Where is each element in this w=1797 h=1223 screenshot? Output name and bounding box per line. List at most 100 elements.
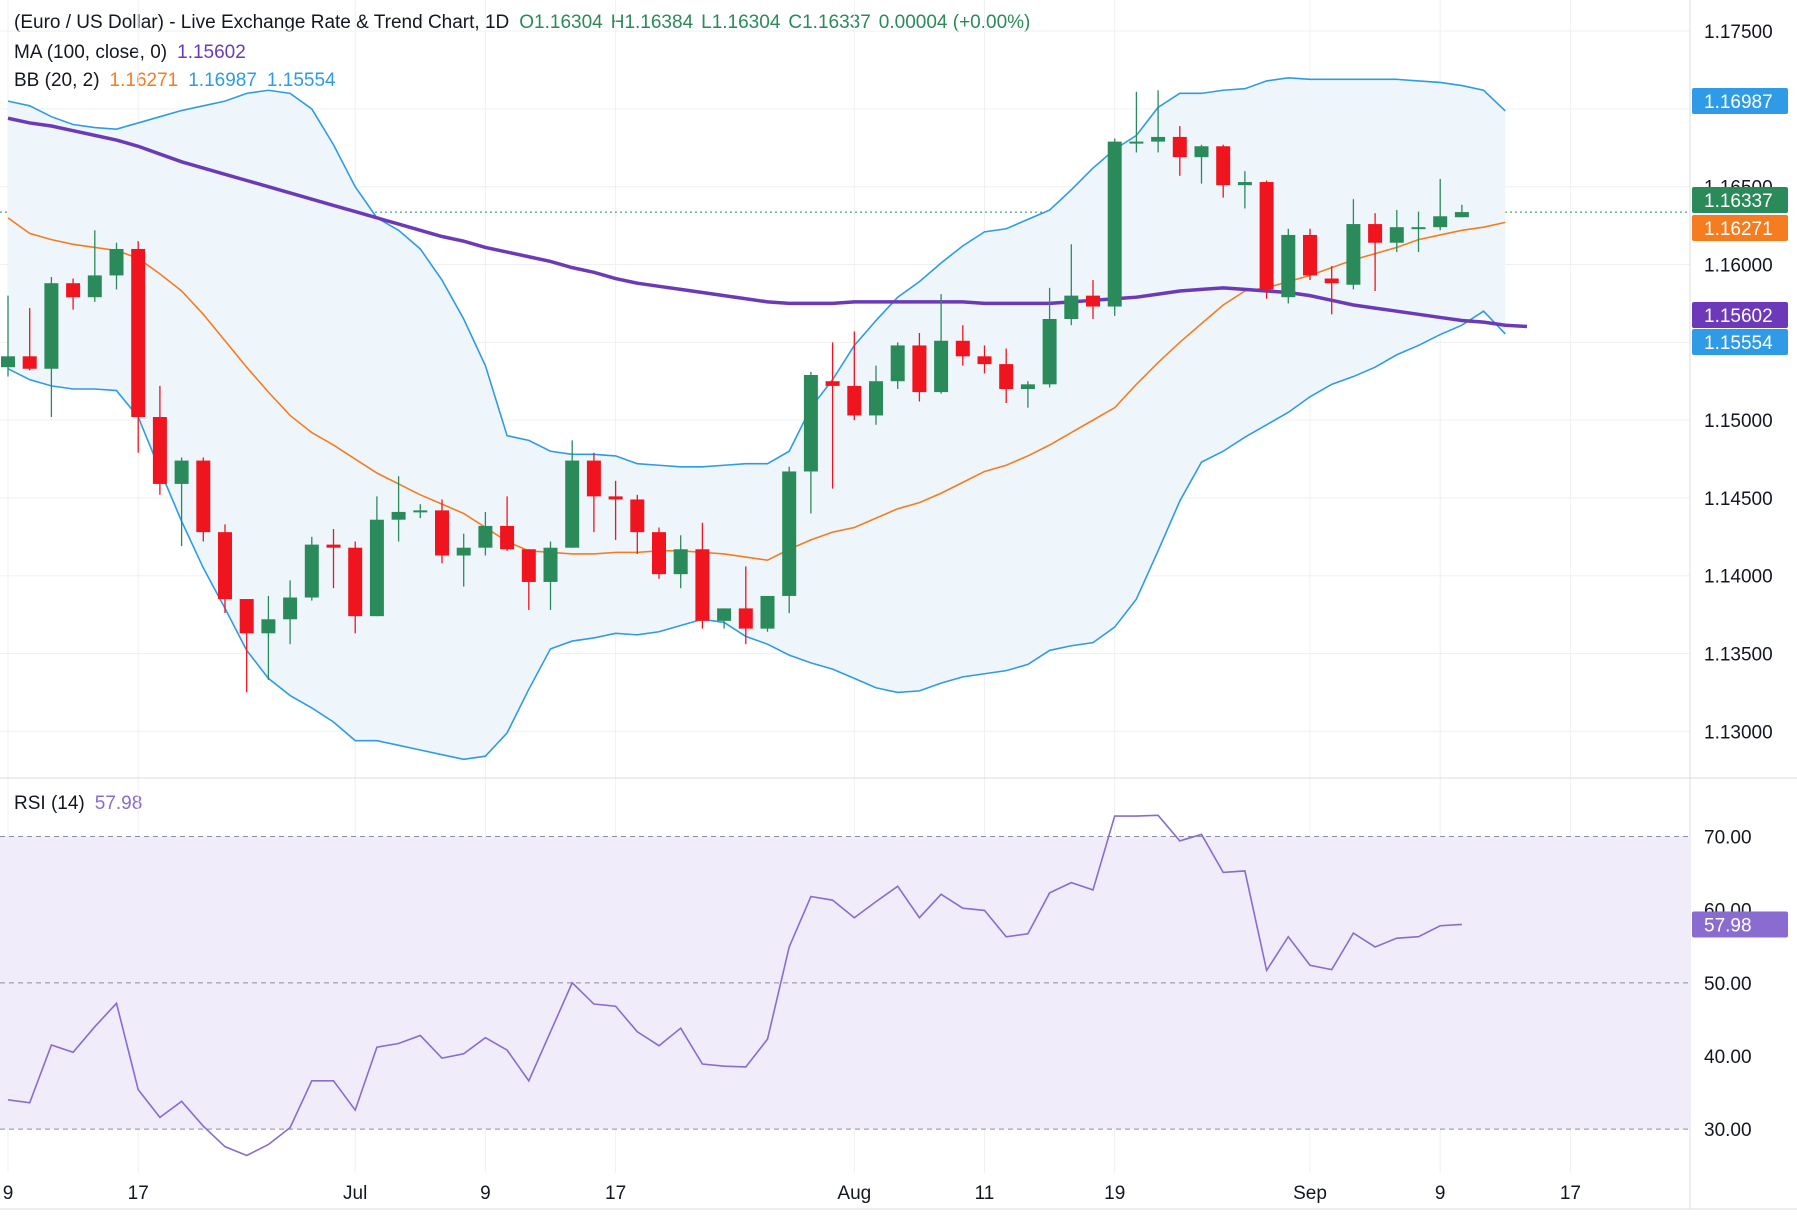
rsi-value-tag (1692, 911, 1788, 938)
candle-body (912, 345, 927, 393)
candle-body (673, 549, 688, 575)
indicator-lines (7, 76, 1528, 761)
candle-body (1433, 216, 1448, 228)
price-tick-label: 1.14500 (1704, 489, 1773, 510)
bb-mid-tag (1692, 215, 1788, 241)
time-tick-label: 17 (1560, 1183, 1581, 1204)
candle-body (1, 356, 15, 368)
candle-body (1324, 278, 1339, 284)
candle-body (131, 248, 146, 418)
candle-body (1172, 136, 1187, 158)
candle-body (869, 381, 883, 416)
rsi-line (7, 814, 1462, 1157)
rsi-tick-label: 30.00 (1704, 1120, 1752, 1141)
candle-body (695, 549, 710, 621)
candle-body (391, 511, 406, 520)
time-tick-label: Sep (1293, 1183, 1327, 1204)
bb-lower-value: 1.15554 (266, 70, 336, 91)
candle-body (1216, 146, 1231, 186)
ma-label: MA (100, close, 0) (14, 42, 168, 63)
candle-body (738, 608, 753, 629)
candle-body (66, 283, 81, 298)
candle-body (1454, 212, 1469, 218)
candle-body (44, 283, 59, 369)
candle-body (717, 608, 732, 621)
candle-body (1346, 224, 1361, 285)
bb-label: BB (20, 2) (14, 70, 100, 91)
last-price-tag (1692, 187, 1788, 213)
candle-body (87, 275, 102, 298)
candle-body (890, 345, 905, 382)
candle-body (521, 549, 536, 582)
time-tick-label: 17 (128, 1183, 149, 1204)
candlesticks (1, 90, 1469, 693)
bb-mid-value: 1.16271 (109, 70, 179, 91)
rsi-label: RSI (14) (14, 793, 85, 814)
candle-body (825, 381, 840, 386)
candle-body (1389, 227, 1404, 243)
bb-lower-line (7, 310, 1506, 761)
candle-body (630, 499, 645, 533)
bb-lower-tag-text: 1.15554 (1704, 333, 1773, 354)
rsi-legend: RSI (14) 57.98 (14, 793, 152, 815)
candle-body (435, 510, 449, 556)
price-tick-label: 1.13000 (1704, 722, 1773, 743)
candle-body (326, 544, 341, 548)
bb-lower-tag (1692, 329, 1788, 355)
bb-upper-value: 1.16987 (188, 70, 257, 91)
candle-body (1042, 318, 1057, 385)
bb-upper-tag (1692, 88, 1788, 114)
candle-body (1368, 224, 1383, 243)
last-price-tag-text: 1.16337 (1704, 191, 1773, 212)
candle-body (999, 364, 1014, 389)
time-tick-label: Jul (343, 1183, 367, 1204)
bb-upper-line (7, 76, 1506, 468)
candle-body (955, 340, 970, 357)
bollinger-fill (8, 77, 1506, 760)
candle-body (608, 496, 623, 500)
ma-tag-text: 1.15602 (1704, 306, 1773, 327)
chart-legend-row-2: MA (100, close, 0) 1.15602 (14, 42, 256, 64)
candle-body (1237, 182, 1252, 186)
candle-body (1020, 384, 1035, 389)
candle-body (934, 340, 949, 393)
rsi-tick-label: 70.00 (1704, 828, 1752, 849)
ohlc-high: H1.16384 (610, 12, 694, 33)
candle-body (1086, 295, 1100, 307)
candle-body (652, 532, 666, 575)
candle-body (543, 547, 558, 582)
candle-body (565, 460, 580, 548)
candle-body (1107, 141, 1122, 307)
price-tick-label: 1.13500 (1704, 645, 1773, 666)
candle-body (1303, 234, 1317, 276)
price-tags: 1.16987 1.16337 1.16271 1.15602 1.15554 57.98 (1692, 88, 1788, 938)
bb-mid-tag-text: 1.16271 (1704, 219, 1773, 240)
candle-body (196, 460, 211, 533)
candle-body (1194, 146, 1209, 158)
price-tick-label: 1.16000 (1704, 256, 1773, 277)
candle-body (152, 417, 167, 484)
axes: 1.175001.165001.160001.150001.145001.140… (3, 22, 1773, 1204)
candle-body (413, 510, 428, 513)
time-tick-label: 19 (1104, 1183, 1125, 1204)
price-tick-label: 1.15000 (1704, 411, 1773, 432)
candle-body (22, 356, 37, 369)
ma100-line (7, 116, 1528, 329)
ohlc-change: 0.00004 (+0.00%) (878, 12, 1031, 33)
rsi-pane (0, 814, 1690, 1157)
price-tick-label: 1.14000 (1704, 567, 1773, 588)
ma-tag (1692, 302, 1788, 328)
candle-body (456, 547, 471, 556)
price-tick-label: 1.17500 (1704, 22, 1773, 43)
candle-body (760, 595, 775, 629)
ohlc-close: C1.16337 (788, 12, 871, 33)
candle-body (586, 460, 601, 497)
bb-upper-tag-text: 1.16987 (1704, 92, 1773, 113)
rsi-tick-label: 40.00 (1704, 1047, 1752, 1068)
candle-body (283, 597, 298, 620)
candle-body (304, 544, 319, 598)
rsi-value: 57.98 (94, 793, 143, 814)
candle-body (261, 619, 276, 634)
bollinger-band-area (8, 77, 1506, 760)
